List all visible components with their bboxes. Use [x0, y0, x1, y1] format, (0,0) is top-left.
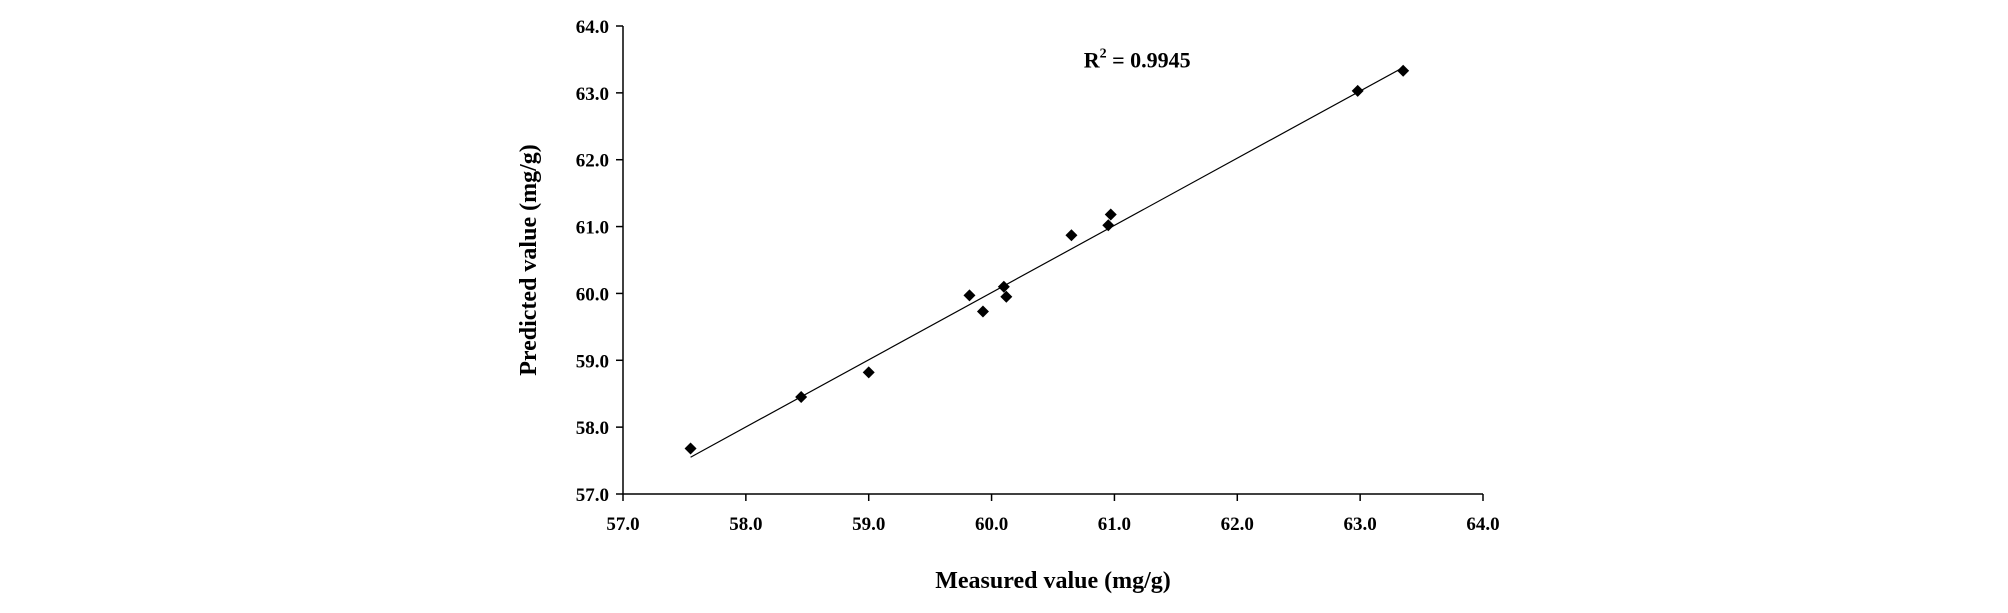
y-tick-label: 62.0: [576, 151, 609, 172]
y-tick-label: 61.0: [576, 218, 609, 239]
x-tick-label: 63.0: [1344, 514, 1377, 535]
x-tick-label: 57.0: [606, 514, 639, 535]
data-point: [1104, 208, 1117, 221]
data-points: [684, 64, 1410, 455]
x-tick-label: 64.0: [1466, 514, 1499, 535]
data-point: [997, 280, 1010, 293]
r-squared-label: R2 = 0.9945: [1084, 46, 1191, 72]
y-tick-label: 60.0: [576, 284, 609, 305]
data-point: [1000, 290, 1013, 303]
axes: [622, 26, 1483, 495]
annotations: R2 = 0.9945: [1084, 46, 1191, 72]
data-point: [684, 442, 697, 455]
y-tick-label: 57.0: [576, 485, 609, 506]
x-tick-label: 62.0: [1221, 514, 1254, 535]
x-tick-label: 58.0: [729, 514, 762, 535]
y-tick-label: 59.0: [576, 351, 609, 372]
trendline: [690, 66, 1404, 458]
x-tick-label: 59.0: [852, 514, 885, 535]
x-ticks: 57.0 58.0 59.0 60.0 61.0 62.0 63.0 64.0: [606, 494, 1500, 535]
x-axis-title: Measured value (mg/g): [935, 568, 1171, 594]
y-ticks: 57.0 58.0 59.0 60.0 61.0 62.0 63.0 64.0: [576, 17, 623, 506]
data-point: [862, 366, 875, 379]
y-tick-label: 58.0: [576, 418, 609, 439]
y-tick-label: 63.0: [576, 84, 609, 105]
data-point: [1397, 64, 1410, 77]
x-tick-label: 61.0: [1098, 514, 1131, 535]
data-point: [976, 305, 989, 318]
y-tick-label: 64.0: [576, 17, 609, 38]
data-point: [1065, 229, 1078, 242]
trendline-group: [690, 66, 1404, 458]
data-point: [1102, 219, 1115, 232]
y-axis-title: Predicted value (mg/g): [516, 144, 542, 376]
x-tick-label: 60.0: [975, 514, 1008, 535]
data-point: [1351, 84, 1364, 97]
data-point: [963, 289, 976, 302]
data-point: [795, 391, 808, 404]
